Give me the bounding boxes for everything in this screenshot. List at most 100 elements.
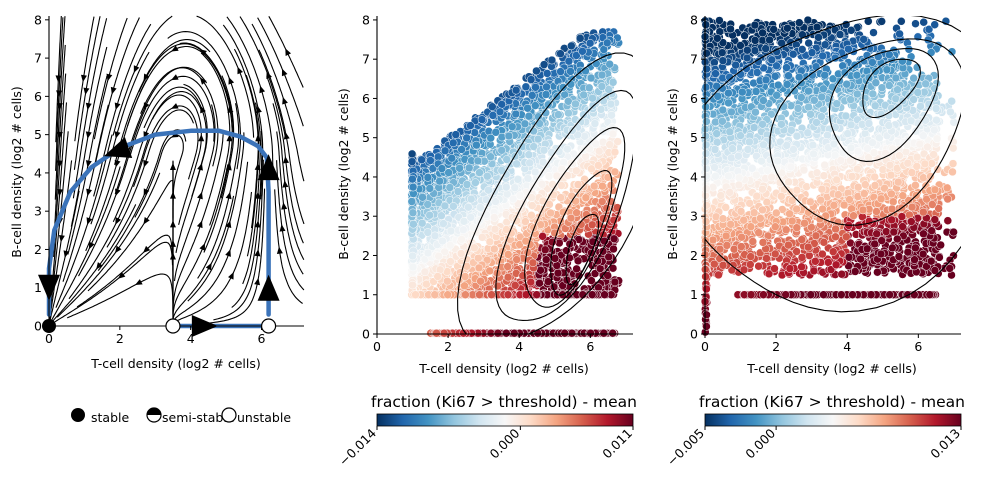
scatter-point [531,101,540,110]
y-tick-label: 6 [362,91,370,106]
scatter-point [590,119,600,128]
streamline-arrow [199,77,207,85]
streamline-arrow [279,224,286,232]
x-tick-label: 0 [45,331,53,346]
streamline-arrow [228,272,234,280]
scatter-point [564,108,573,118]
scatter-point [502,189,512,199]
scatter-point [888,197,898,207]
scatter-point [587,220,597,230]
scatter-point [448,138,458,148]
scatter-point [515,191,525,200]
scatter-point [472,140,481,150]
scatter-point [535,278,544,288]
scatter-point [580,132,589,141]
scatter-point [597,70,607,80]
scatter-point [470,243,479,253]
scatter-point [542,69,552,78]
scatter-point [510,183,520,192]
scatter-point [490,213,499,222]
stable-marker [71,408,85,422]
streamline-arrow [58,234,65,243]
y-tick-label: 4 [362,169,370,184]
streamline-arrow [197,191,203,200]
scatter-point [464,163,474,173]
y-tick-label: 0 [362,327,370,342]
streamline-arrow [114,245,122,254]
scatter-point [575,34,585,43]
trajectory-arrow [257,274,280,301]
scatter-point [567,191,576,201]
scatter-point [533,134,543,144]
scatter-point [504,131,514,141]
y-tick-label: 8 [362,12,370,27]
scatter-point [909,73,918,83]
scatter-point [608,328,617,338]
scatter-point [432,328,441,338]
scatter-point [538,232,547,241]
scatter-point [408,182,418,192]
scatter-point [792,247,801,256]
scatter-point [527,91,537,100]
scatter-point [566,67,575,76]
scatter-point [558,83,568,92]
streamline-arrow [254,220,261,228]
legend-unstable-label: unstable [237,410,291,425]
y-tick-label: 0 [34,319,42,334]
fixed-point-unstable [165,318,181,334]
scatter-point [466,194,476,204]
scatter-point [502,155,511,164]
scatter-point [407,149,417,159]
scatter-point [539,60,549,69]
scatter-point [497,132,507,142]
streamline [66,273,174,325]
fixed-point-stable [42,319,56,333]
scatter-point [606,181,616,190]
y-tick-label: 7 [34,51,42,66]
y-tick-label: 5 [362,130,370,145]
scatter-point [503,262,512,271]
scatter-point [446,257,455,266]
scatter-point [459,225,468,235]
streamline-arrow [114,131,121,139]
streamline-arrow [255,105,262,114]
y-tick-label: 7 [362,52,370,67]
streamline-arrow [254,249,261,257]
trajectory-arrow [104,137,133,158]
streamline-arrow [115,217,122,225]
scatter-point [573,180,583,189]
streamline-arrow [114,159,121,168]
scatter-point [588,93,597,103]
streamline-arrow [259,85,266,94]
scatter-point [488,102,497,111]
x-tick-label: 2 [444,339,452,354]
scatter-point [566,213,576,223]
scatter-point [422,279,431,289]
streamline-arrow [228,77,235,85]
legend-stable-label: stable [91,410,129,425]
x-tick-label: 4 [187,331,195,346]
scatter-point [511,109,521,119]
streamline-arrow [85,102,92,111]
scatter-point [526,277,536,287]
scatter-point [548,180,557,189]
scatter-point [493,281,503,291]
y-tick-label: 4 [34,165,42,180]
scatter-point [439,328,449,338]
scatter-point [552,261,562,270]
scatter-point [417,218,427,228]
streamline-arrow [282,180,289,188]
scatter-point [435,176,444,186]
scatter-point [439,219,448,228]
y-axis-label: B-cell density (log2 # cells) [9,86,24,258]
scatter-point [936,240,945,250]
scatter-point [530,167,540,177]
scatter-point [542,82,551,92]
streamline-arrow [106,73,113,82]
scatter-point [503,272,513,282]
scatter-point [433,152,443,162]
scatter-point [557,181,566,190]
streamline-arrow [143,245,151,253]
